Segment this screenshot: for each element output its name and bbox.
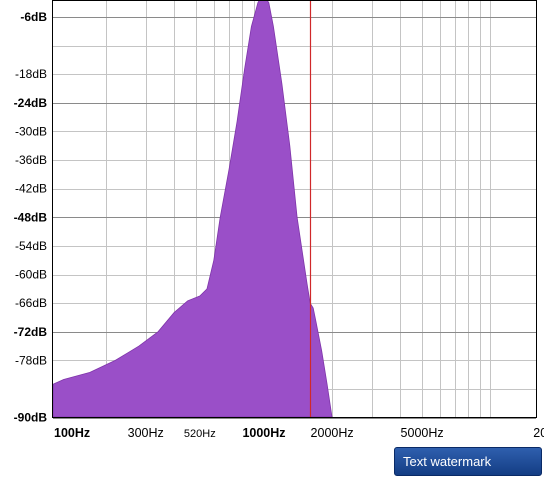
y-tick-label: -72dB	[14, 325, 48, 339]
y-tick-label: -24dB	[14, 96, 48, 110]
x-axis-labels: 100Hz 300Hz 520Hz 1000Hz 2000Hz 5000Hz 20000Hz	[54, 426, 544, 440]
y-tick-label: -30dB	[15, 125, 47, 139]
y-tick-label: -60dB	[15, 268, 47, 282]
plot-border	[52, 0, 537, 418]
spectrum-area	[52, 0, 333, 418]
y-tick-label: -78dB	[15, 353, 47, 367]
y-tick-label: -6dB	[20, 10, 47, 24]
x-tick-label: 2000Hz	[311, 426, 354, 440]
y-tick-label: -54dB	[15, 239, 47, 253]
y-tick-label: -42dB	[15, 182, 47, 196]
y-tick-label: -48dB	[14, 210, 48, 224]
y-tick-label: -66dB	[15, 296, 47, 310]
y-tick-label: -36dB	[15, 153, 47, 167]
x-tick-label: 5000Hz	[401, 426, 444, 440]
x-tick-label: 1000Hz	[242, 426, 285, 440]
x-tick-label: 520Hz	[184, 428, 216, 440]
x-tick-label: 100Hz	[54, 426, 90, 440]
text-watermark-button[interactable]: Text watermark	[394, 447, 542, 476]
x-tick-label: 300Hz	[128, 426, 164, 440]
y-tick-label: -90dB	[14, 411, 48, 425]
y-axis-labels: -6dB -18dB -24dB -30dB -36dB -42dB -48dB -54dB -…	[14, 10, 48, 425]
y-tick-label: -18dB	[15, 67, 47, 81]
spectrum-fill	[52, 0, 333, 418]
x-tick-label: 20000Hz	[533, 426, 544, 440]
